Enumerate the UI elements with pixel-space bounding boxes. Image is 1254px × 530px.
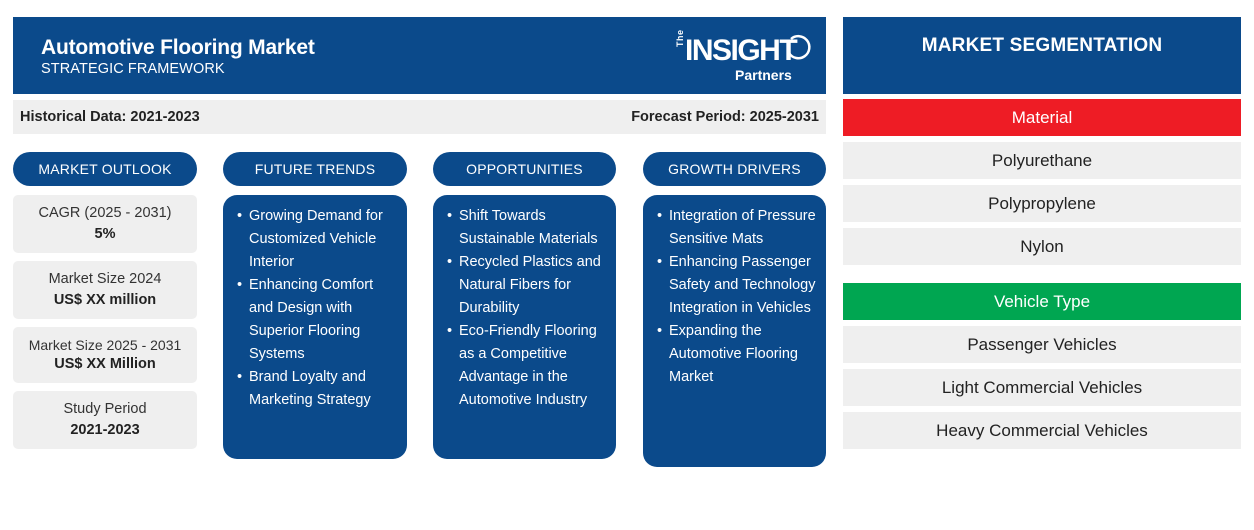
stat-market-size-forecast: Market Size 2025 - 2031 US$ XX Million <box>13 327 197 383</box>
market-outlook-header: MARKET OUTLOOK <box>13 152 197 186</box>
growth-drivers-header: GROWTH DRIVERS <box>643 152 826 186</box>
stat-value: US$ XX Million <box>54 356 156 372</box>
market-segmentation-header: MARKET SEGMENTATION <box>843 17 1241 94</box>
driver-item: Integration of Pressure Sensitive Mats <box>657 205 816 251</box>
opportunity-item: Shift Towards Sustainable Materials <box>447 205 606 251</box>
logo-tagline: Partners <box>735 67 792 83</box>
segment-item-polypropylene: Polypropylene <box>843 185 1241 222</box>
historical-data: Historical Data: 2021-2023 <box>20 109 200 125</box>
logo-the: The <box>675 29 685 47</box>
segment-item-heavy-commercial-vehicles: Heavy Commercial Vehicles <box>843 412 1241 449</box>
opportunity-item: Recycled Plastics and Natural Fibers for… <box>447 251 606 320</box>
trend-item: Growing Demand for Customized Vehicle In… <box>237 205 397 274</box>
stat-value: 5% <box>94 226 116 242</box>
stat-value: US$ XX million <box>53 292 157 308</box>
insight-partners-logo: The INSIGHT Partners <box>673 29 823 93</box>
period-bar: Historical Data: 2021-2023 Forecast Peri… <box>13 100 826 134</box>
trend-item: Brand Loyalty and Marketing Strategy <box>237 366 397 412</box>
opportunities-card: Shift Towards Sustainable Materials Recy… <box>433 195 616 459</box>
future-trends-header: FUTURE TRENDS <box>223 152 407 186</box>
opportunity-item: Eco-Friendly Flooring as a Competitive A… <box>447 320 606 412</box>
logo-name: INSIGHT <box>685 34 798 67</box>
future-trends-card: Growing Demand for Customized Vehicle In… <box>223 195 407 459</box>
segment-item-light-commercial-vehicles: Light Commercial Vehicles <box>843 369 1241 406</box>
report-subtitle: STRATEGIC FRAMEWORK <box>41 61 225 77</box>
segment-material-header: Material <box>843 99 1241 136</box>
report-title: Automotive Flooring Market <box>41 36 315 59</box>
forecast-period: Forecast Period: 2025-2031 <box>631 109 819 125</box>
report-header: Automotive Flooring Market STRATEGIC FRA… <box>13 17 826 94</box>
stat-label: Market Size 2024 <box>48 271 162 287</box>
segment-item-nylon: Nylon <box>843 228 1241 265</box>
segment-item-polyurethane: Polyurethane <box>843 142 1241 179</box>
driver-item: Expanding the Automotive Flooring Market <box>657 320 816 389</box>
stat-label: Market Size 2025 - 2031 <box>28 337 182 353</box>
trend-item: Enhancing Comfort and Design with Superi… <box>237 274 397 366</box>
segment-vehicle-type-header: Vehicle Type <box>843 283 1241 320</box>
growth-drivers-card: Integration of Pressure Sensitive Mats E… <box>643 195 826 467</box>
stat-market-size-2024: Market Size 2024 US$ XX million <box>13 261 197 319</box>
logo-arc-icon <box>787 34 811 60</box>
driver-item: Enhancing Passenger Safety and Technolog… <box>657 251 816 320</box>
stat-label: CAGR (2025 - 2031) <box>38 205 172 221</box>
stat-label: Study Period <box>63 401 147 417</box>
stat-cagr: CAGR (2025 - 2031) 5% <box>13 195 197 253</box>
opportunities-header: OPPORTUNITIES <box>433 152 616 186</box>
segment-item-passenger-vehicles: Passenger Vehicles <box>843 326 1241 363</box>
stat-study-period: Study Period 2021-2023 <box>13 391 197 449</box>
stat-value: 2021-2023 <box>70 422 140 438</box>
